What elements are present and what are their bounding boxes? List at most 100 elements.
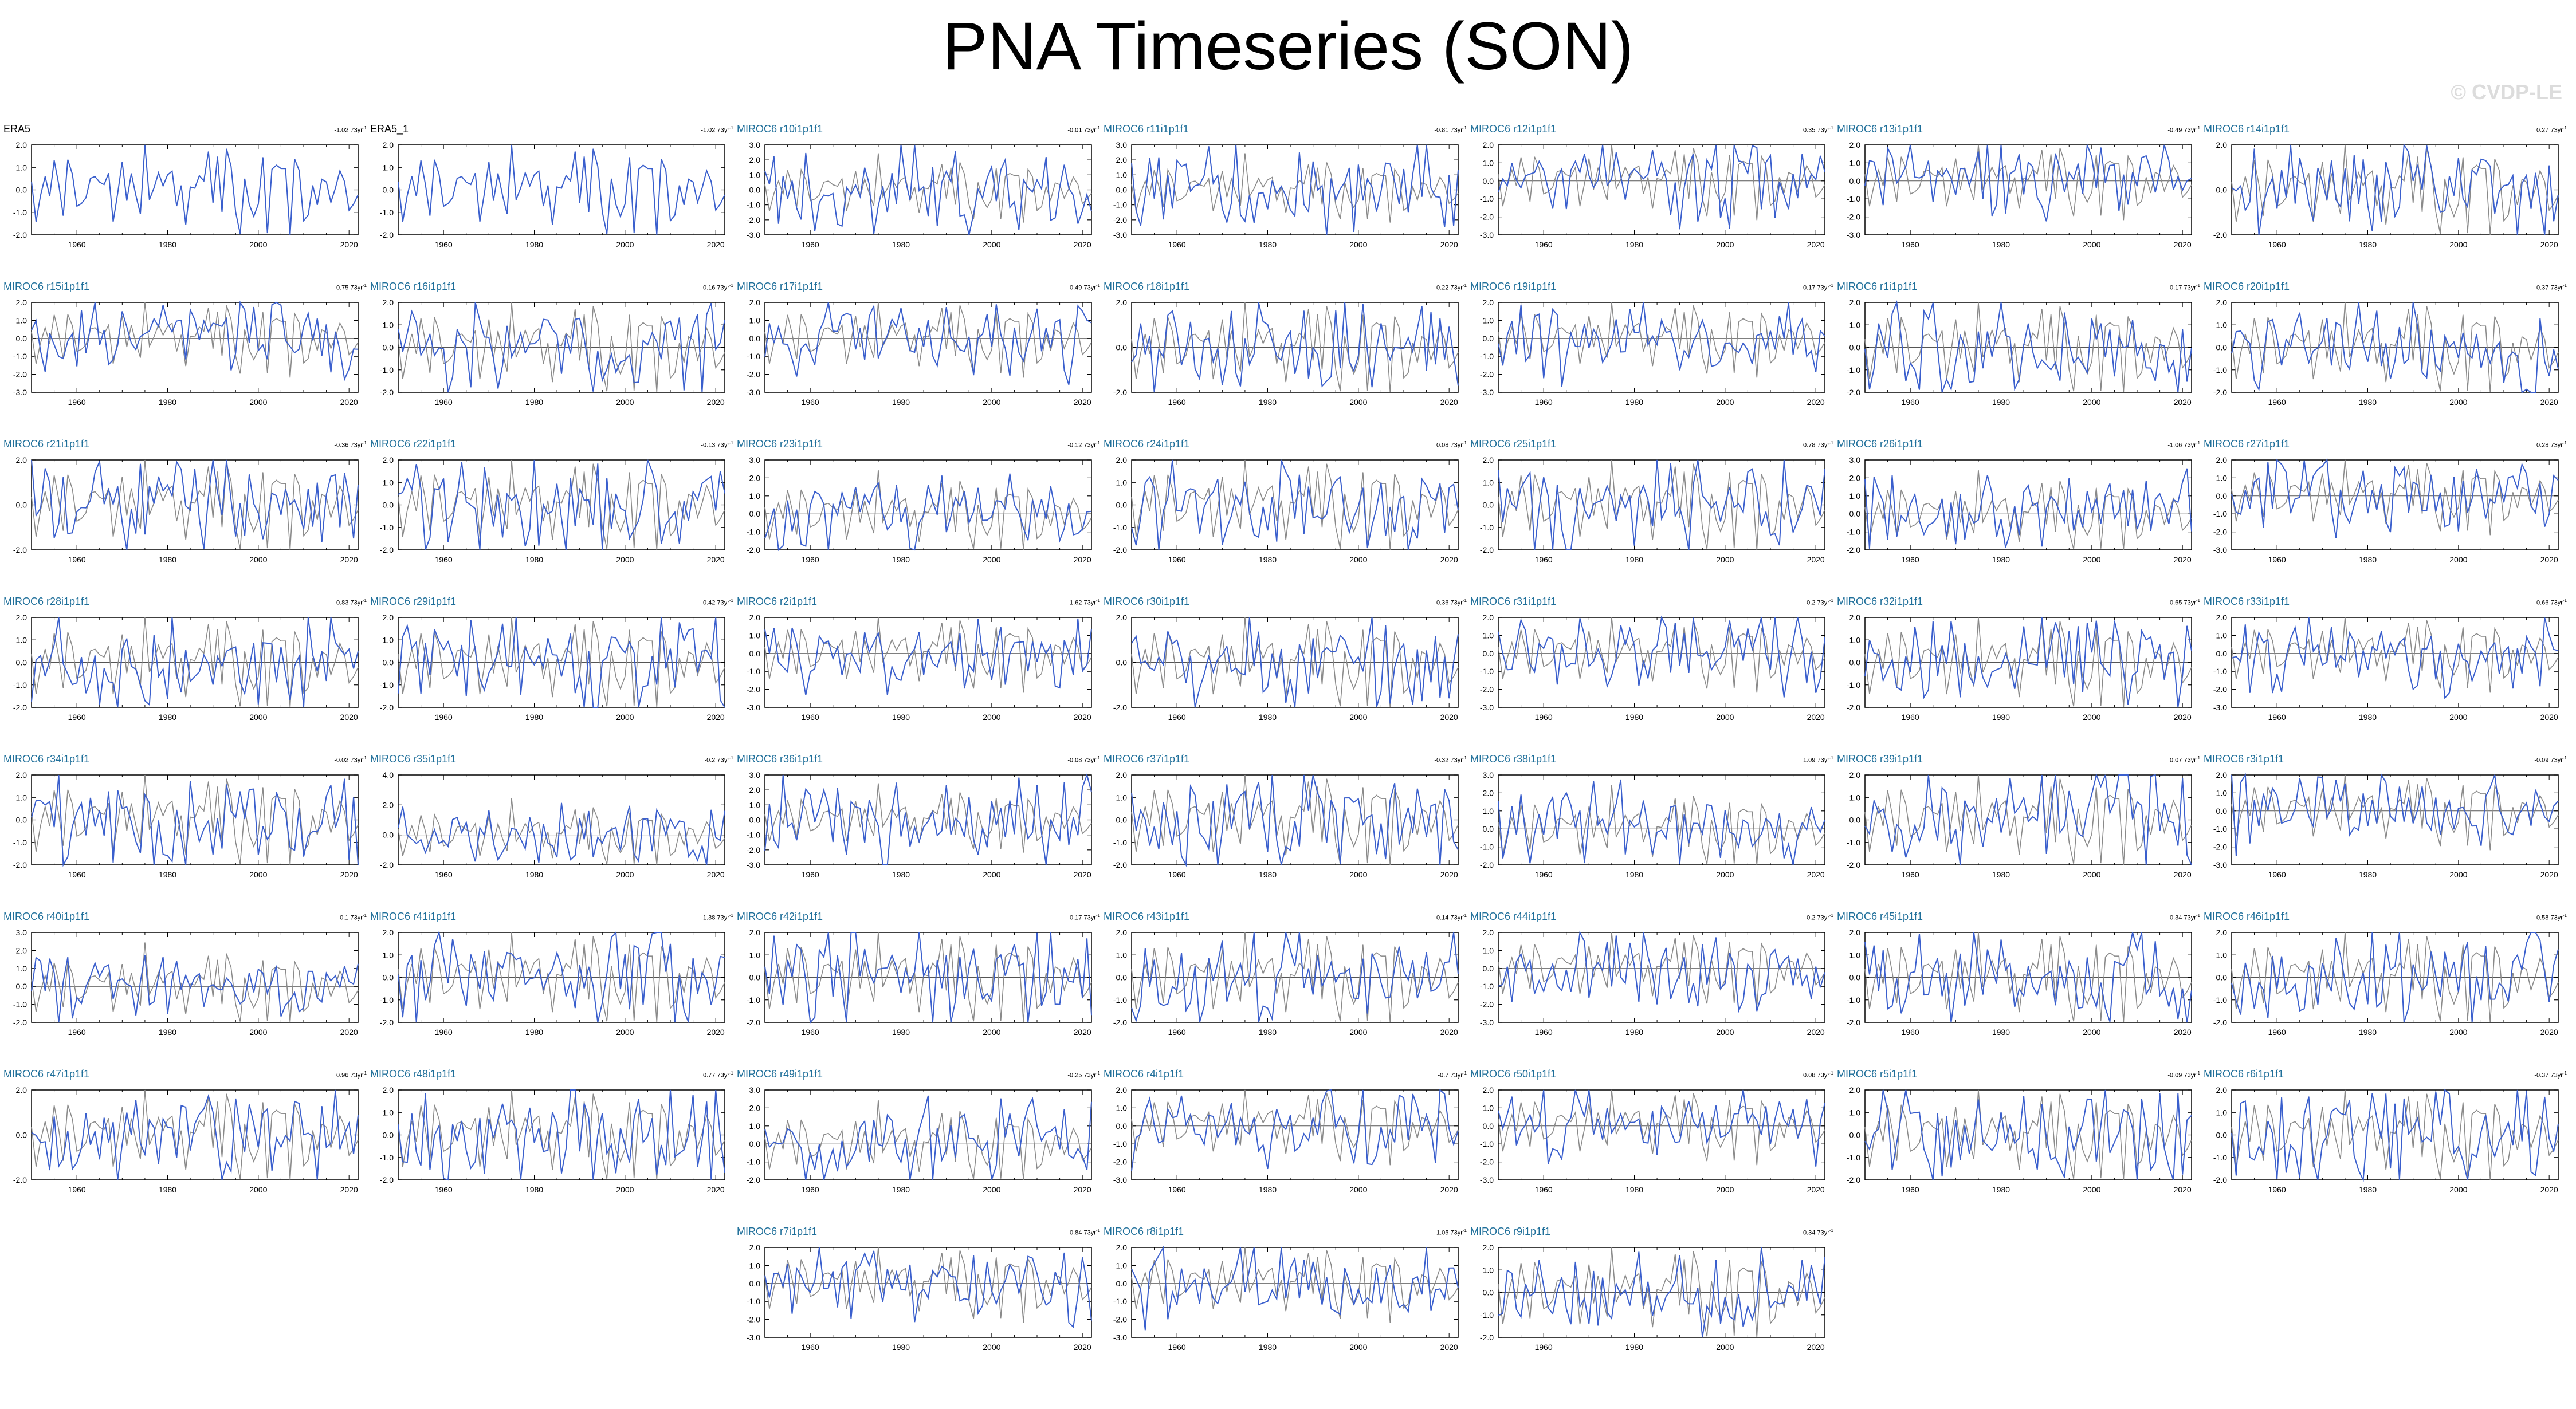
y-tick-label: 2.0 — [1116, 298, 1128, 307]
obs-series-line — [1864, 302, 2192, 393]
x-tick-label: 1980 — [2359, 555, 2377, 564]
y-tick-label: -2.0 — [747, 1018, 760, 1027]
y-tick-label: 3.0 — [749, 140, 761, 149]
panel-title: MIROC6 r29i1p1f1 — [370, 596, 457, 607]
y-tick-label: -2.0 — [1480, 545, 1494, 554]
x-tick-label: 1960 — [2268, 397, 2286, 407]
obs-series-line — [2231, 932, 2559, 1023]
x-tick-label: 1980 — [1259, 555, 1277, 564]
x-tick-label: 1980 — [525, 555, 543, 564]
y-tick-label: 0.0 — [383, 1131, 394, 1140]
y-tick-label: 1.0 — [383, 163, 394, 172]
timeseries-plot: 2.0 1.0 0.0 -1.0 -2.0 -3.0 1960 1980 2000 2020 — [1113, 1243, 1459, 1352]
x-tick-label: 2020 — [2540, 397, 2558, 407]
x-tick-label: 1980 — [525, 1185, 543, 1194]
timeseries-plot: 2.0 1.0 0.0 -1.0 -2.0 -3.0 1960 1980 2000 2020 — [1480, 298, 1825, 407]
panel-title: MIROC6 r31i1p1f1 — [1470, 596, 1557, 607]
trend-label: -0.1 73yr-1 — [337, 913, 367, 922]
y-tick-label: 2.0 — [749, 785, 761, 794]
timeseries-panel: MIROC6 r5i1p1f1 -0.09 73yr-1 2.0 1.0 0.0 -1.0… — [1833, 1068, 2200, 1223]
trend-label: 0.58 73yr-1 — [2536, 913, 2567, 922]
y-tick-label: -2.0 — [1847, 212, 1860, 222]
y-tick-label: 0.0 — [1483, 824, 1494, 833]
x-tick-label: 2020 — [1807, 1028, 1825, 1037]
panel-title: MIROC6 r13i1p1f1 — [1837, 123, 1923, 135]
y-tick-label: 2.0 — [1483, 613, 1494, 622]
y-tick-label: 0.0 — [749, 334, 761, 343]
x-tick-label: 1960 — [802, 555, 819, 564]
y-tick-label: 1.0 — [1116, 793, 1128, 802]
panel-title: MIROC6 r6i1p1f1 — [2204, 1068, 2284, 1080]
y-tick-label: -1.0 — [747, 1158, 760, 1167]
y-tick-label: 2.0 — [1849, 473, 1861, 482]
y-tick-label: -1.0 — [747, 528, 760, 537]
y-tick-label: 0.0 — [383, 973, 394, 982]
model-series-line — [764, 932, 1092, 1024]
timeseries-plot: 2.0 1.0 0.0 -1.0 -2.0 1960 1980 2000 2020 — [2213, 298, 2559, 407]
model-series-line — [1864, 468, 2192, 549]
y-tick-label: -3.0 — [747, 230, 760, 239]
panel-title: MIROC6 r42i1p1f1 — [737, 911, 823, 922]
y-tick-label: 1.0 — [16, 163, 28, 172]
x-tick-label: 1960 — [435, 397, 453, 407]
obs-series-line — [1864, 774, 2192, 865]
y-tick-label: 0.0 — [2216, 491, 2228, 501]
timeseries-plot: 3.0 2.0 1.0 0.0 -1.0 -2.0 1960 1980 2000 2020 — [747, 455, 1092, 564]
panel-title: MIROC6 r33i1p1f1 — [2204, 596, 2290, 607]
y-tick-label: 2.0 — [1849, 298, 1861, 307]
y-tick-label: -2.0 — [1113, 1158, 1127, 1167]
x-tick-label: 2020 — [2540, 870, 2558, 879]
y-tick-label: -1.0 — [1113, 200, 1127, 210]
y-tick-label: -2.0 — [380, 1175, 394, 1184]
y-tick-label: 1.0 — [1116, 1103, 1128, 1112]
timeseries-plot: 3.0 2.0 1.0 0.0 -1.0 -2.0 1960 1980 2000 2020 — [1480, 770, 1825, 879]
timeseries-plot: 2.0 1.0 0.0 -1.0 -2.0 -3.0 1960 1980 2000 2020 — [1847, 140, 2192, 249]
y-tick-label: 0.0 — [1849, 973, 1861, 982]
x-tick-label: 1960 — [68, 1028, 86, 1037]
y-tick-label: -1.0 — [747, 352, 760, 361]
y-tick-label: -2.0 — [1847, 388, 1860, 397]
x-tick-label: 1980 — [1625, 240, 1643, 249]
x-tick-label: 1980 — [525, 870, 543, 879]
timeseries-plot: 2.0 1.0 0.0 -1.0 -2.0 1960 1980 2000 2020 — [1480, 1243, 1825, 1352]
obs-series-line — [1864, 144, 2192, 221]
x-tick-label: 1980 — [159, 240, 176, 249]
timeseries-plot: 3.0 2.0 1.0 0.0 -1.0 -2.0 -3.0 1960 1980 2000 2020 — [747, 140, 1092, 249]
timeseries-plot: 2.0 0.0 -2.0 1960 1980 2000 2020 — [13, 1085, 359, 1194]
timeseries-panel: MIROC6 r47i1p1f1 0.96 73yr-1 2.0 0.0 -2.0 196… — [0, 1068, 367, 1223]
y-tick-label: 2.0 — [1483, 788, 1494, 797]
x-tick-label: 2020 — [707, 1028, 725, 1037]
plot-frame — [1498, 302, 1825, 393]
timeseries-plot: 2.0 1.0 0.0 -1.0 -2.0 1960 1980 2000 2020 — [13, 770, 359, 879]
timeseries-plot: 2.0 1.0 0.0 -1.0 -2.0 1960 1980 2000 2020 — [1113, 455, 1459, 564]
y-tick-label: 1.0 — [16, 635, 28, 644]
y-tick-label: 1.0 — [1116, 1261, 1128, 1270]
timeseries-panel: MIROC6 r50i1p1f1 0.08 73yr-1 2.0 1.0 0.0 -1.0… — [1467, 1068, 1833, 1223]
y-tick-label: 2.0 — [1849, 1085, 1861, 1095]
y-tick-label: 2.0 — [2216, 455, 2228, 465]
y-tick-label: -2.0 — [1480, 212, 1494, 222]
y-tick-label: -2.0 — [1847, 703, 1860, 712]
y-tick-label: 0.0 — [1849, 509, 1861, 518]
trend-label: -1.02 73yr-1 — [701, 125, 733, 134]
x-tick-label: 1960 — [1902, 870, 1919, 879]
y-tick-label: -2.0 — [2213, 685, 2227, 694]
timeseries-plot: 2.0 1.0 0.0 -1.0 -2.0 -3.0 1960 1980 2000 2020 — [2213, 770, 2559, 879]
plot-frame — [764, 459, 1092, 550]
x-tick-label: 2020 — [1807, 1343, 1825, 1352]
timeseries-panel: MIROC6 r10i1p1f1 -0.01 73yr-1 3.0 2.0 1.0 0.0… — [733, 123, 1100, 278]
x-tick-label: 1980 — [159, 397, 176, 407]
y-tick-label: 0.0 — [1116, 501, 1128, 510]
y-tick-label: 1.0 — [383, 478, 394, 487]
x-tick-label: 1960 — [1168, 555, 1186, 564]
y-tick-label: -1.0 — [2213, 365, 2227, 375]
trend-label: -0.32 73yr-1 — [1434, 755, 1467, 764]
obs-series-line — [1131, 932, 1459, 1023]
y-tick-label: 1.0 — [749, 1261, 761, 1270]
y-tick-label: 0.0 — [749, 509, 761, 518]
trend-label: 0.08 73yr-1 — [1803, 1070, 1833, 1079]
y-tick-label: -2.0 — [1847, 545, 1860, 554]
y-tick-label: 0.0 — [1483, 176, 1494, 186]
y-tick-label: 2.0 — [1849, 613, 1861, 622]
x-tick-label: 2000 — [983, 713, 1000, 722]
